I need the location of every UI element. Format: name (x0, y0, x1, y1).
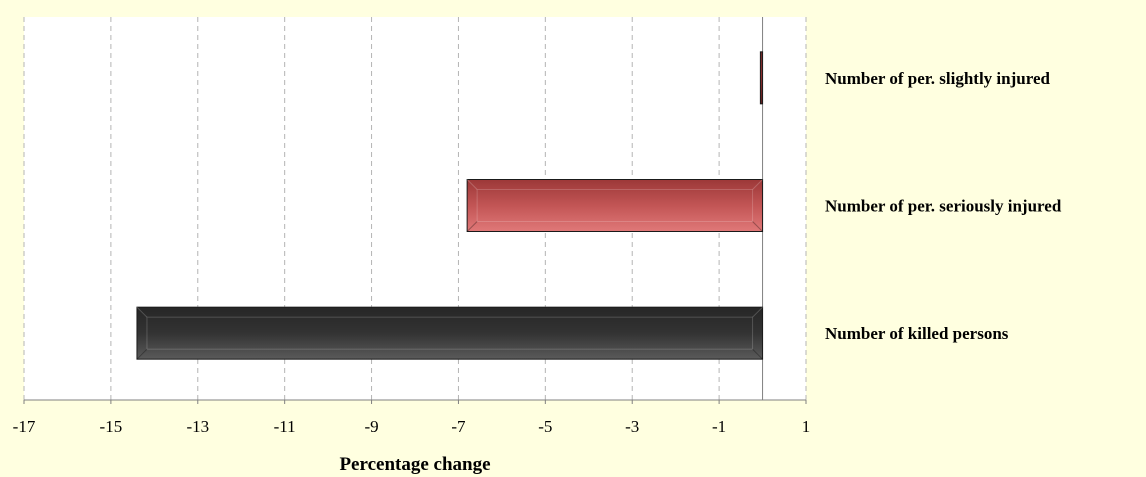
bar-bevel-edge (752, 221, 763, 232)
bar-bevel-edge (752, 348, 763, 360)
x-tick-label: -11 (274, 417, 296, 436)
bar (759, 51, 764, 105)
x-tick-label: -5 (538, 417, 552, 436)
x-tick-label: -13 (186, 417, 209, 436)
x-tick-label: -1 (712, 417, 726, 436)
bar (136, 306, 764, 360)
bar-body (136, 306, 764, 360)
category-label: Number of per. slightly injured (825, 69, 1051, 88)
x-tick-label: -15 (100, 417, 123, 436)
bar-bevel-edge (136, 306, 148, 318)
x-tick-label: -3 (625, 417, 639, 436)
bar-bevel-edge (752, 306, 763, 318)
bar-bevel-edge (752, 179, 763, 190)
x-tick-label: -7 (451, 417, 466, 436)
category-label: Number of killed persons (825, 324, 1009, 343)
bars (136, 51, 764, 360)
bar-body (759, 51, 764, 105)
bar-body (466, 179, 764, 232)
bar-bevel (146, 316, 754, 350)
x-tick-label: -17 (13, 417, 36, 436)
x-tick-label: 1 (802, 417, 811, 436)
bar-bevel-edge (466, 179, 478, 190)
x-tick-label: -9 (364, 417, 378, 436)
category-labels: Number of per. slightly injured Number of… (825, 69, 1062, 343)
category-label: Number of per. seriously injured (825, 197, 1062, 216)
x-axis-title: Percentage change (339, 454, 490, 475)
bar-bevel-edge (136, 348, 148, 360)
bar (466, 179, 764, 232)
bar-bevel (476, 189, 754, 222)
x-tick-labels: -17 -15 -13 -11 -9 -7 -5 -3 -1 1 (13, 417, 811, 436)
bar-bevel-edge (466, 221, 478, 232)
